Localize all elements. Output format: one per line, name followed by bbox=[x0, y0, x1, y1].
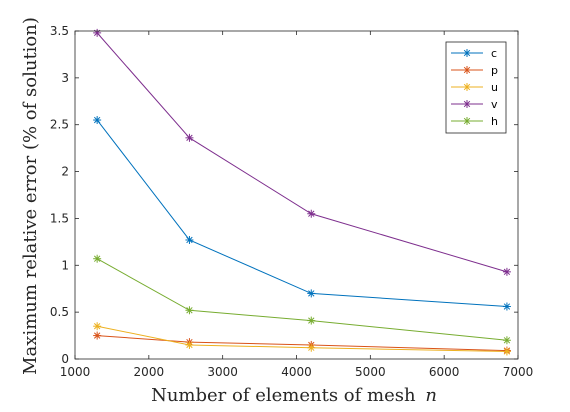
legend-item-u: u bbox=[451, 81, 498, 94]
data-point-v-3-stroke-d2 bbox=[503, 268, 511, 276]
plot-area bbox=[75, 31, 518, 359]
data-point-h-2 bbox=[307, 316, 316, 325]
data-point-c-1 bbox=[185, 235, 194, 244]
x-tick-label-2: 3000 bbox=[207, 365, 238, 379]
x-tick-label-0: 1000 bbox=[60, 365, 91, 379]
data-point-h-0 bbox=[93, 254, 102, 263]
legend-marker-p-stroke-d2 bbox=[463, 66, 471, 74]
legend-marker-u bbox=[463, 83, 471, 91]
series-c bbox=[93, 116, 511, 311]
legend-marker-c-stroke-d2 bbox=[463, 49, 471, 57]
data-point-u-2-stroke-d2 bbox=[308, 344, 315, 351]
legend-label-u: u bbox=[491, 81, 498, 94]
legend-label-v: v bbox=[491, 98, 498, 111]
x-axis-label: Number of elements of mesh n bbox=[151, 385, 437, 406]
series-layer bbox=[93, 28, 511, 356]
data-point-c-1-stroke-d2 bbox=[186, 236, 193, 244]
legend-marker-v-stroke-d2 bbox=[463, 100, 471, 108]
data-point-h-3 bbox=[502, 336, 511, 345]
legend-marker-p bbox=[463, 66, 471, 74]
x-tick-label-1: 2000 bbox=[134, 365, 165, 379]
data-point-u-3-stroke-d2 bbox=[503, 348, 511, 355]
data-point-c-2-stroke-d2 bbox=[308, 290, 315, 297]
data-point-u-1-stroke-d2 bbox=[186, 341, 193, 349]
legend-marker-h-stroke-d2 bbox=[463, 117, 471, 125]
data-point-c-0-stroke-d2 bbox=[93, 116, 101, 124]
data-point-h-1-stroke-d2 bbox=[186, 307, 193, 314]
legend-item-v: v bbox=[451, 98, 498, 111]
data-point-v-0 bbox=[93, 28, 102, 37]
y-tick-label-3: 1.5 bbox=[50, 211, 69, 225]
data-point-v-1-stroke-d2 bbox=[186, 134, 193, 142]
legend-label-p: p bbox=[491, 64, 498, 77]
y-tick-label-2: 1 bbox=[61, 258, 69, 272]
data-point-v-2-stroke-d2 bbox=[308, 210, 315, 217]
y-tick-label-7: 3.5 bbox=[50, 24, 69, 38]
series-line-u bbox=[97, 325, 507, 352]
x-axis-label-text: Number of elements of mesh bbox=[151, 385, 416, 406]
y-axis-label: Maximum relative error (% of solution) bbox=[20, 17, 41, 375]
data-point-h-2-stroke-d2 bbox=[308, 317, 315, 324]
legend-marker-h bbox=[463, 117, 471, 125]
legend-label-c: c bbox=[491, 47, 497, 60]
series-line-p bbox=[97, 335, 507, 352]
y-tick-label-1: 0.5 bbox=[50, 305, 69, 319]
series-u bbox=[93, 322, 511, 356]
data-point-p-0-stroke-d2 bbox=[93, 332, 101, 339]
axes-layer: 1000 2000 3000 4000 5000 6000 7000 0 0.5 1 1.5 2 2.5… bbox=[50, 24, 533, 379]
series-line-v bbox=[96, 32, 508, 273]
y-tick-label-4: 2 bbox=[61, 165, 69, 179]
data-point-c-2 bbox=[307, 289, 316, 298]
x-tick-label-5: 6000 bbox=[429, 365, 460, 379]
data-point-u-2 bbox=[307, 343, 316, 352]
legend-item-c: c bbox=[451, 47, 497, 60]
series-line-c bbox=[96, 119, 507, 308]
data-point-u-0-stroke-d2 bbox=[93, 323, 101, 330]
x-tick-label-6: 7000 bbox=[503, 365, 534, 379]
data-point-c-0 bbox=[93, 116, 102, 125]
x-tick-label-3: 4000 bbox=[281, 365, 312, 379]
data-point-u-1 bbox=[185, 340, 194, 349]
data-point-h-0-stroke-d2 bbox=[93, 255, 101, 262]
x-axis-label-variable: n bbox=[425, 385, 437, 406]
series-line-h bbox=[96, 258, 507, 341]
data-point-p-0 bbox=[93, 331, 102, 340]
legend-marker-u-stroke-d2 bbox=[463, 83, 471, 91]
legend-marker-v bbox=[463, 100, 471, 108]
data-point-h-1 bbox=[185, 306, 194, 315]
series-v bbox=[93, 28, 511, 276]
data-point-v-1 bbox=[185, 133, 194, 142]
legend-item-h: h bbox=[451, 115, 498, 128]
data-point-c-3-stroke-d2 bbox=[503, 303, 511, 310]
y-tick-label-6: 3 bbox=[61, 71, 69, 85]
legend-marker-c bbox=[463, 49, 471, 57]
x-tick-label-4: 5000 bbox=[355, 365, 386, 379]
data-point-v-2 bbox=[307, 209, 316, 218]
legend-label-h: h bbox=[491, 115, 498, 128]
legend-item-p: p bbox=[451, 64, 498, 77]
data-point-v-3 bbox=[502, 267, 511, 276]
data-point-u-3 bbox=[502, 347, 511, 356]
series-h bbox=[93, 254, 511, 345]
data-point-h-3-stroke-d2 bbox=[503, 337, 511, 344]
data-point-c-3 bbox=[502, 302, 511, 311]
y-tick-label-5: 2.5 bbox=[50, 118, 69, 132]
plot-background bbox=[75, 31, 518, 359]
data-point-u-0 bbox=[93, 322, 102, 331]
y-tick-label-0: 0 bbox=[61, 352, 69, 366]
